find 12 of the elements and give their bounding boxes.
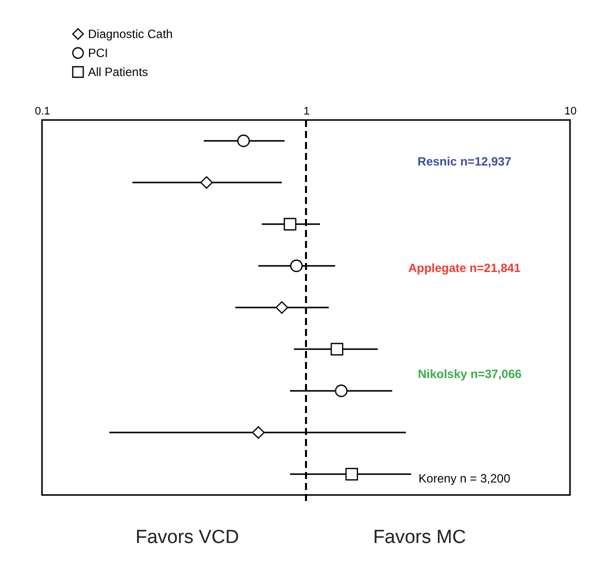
annotation: Applegate n=21,841 [408,260,521,275]
annotation: Nikolsky n=37,066 [418,367,522,382]
legend-label: Diagnostic Cath [88,27,173,41]
text: Favors VCD [135,527,239,548]
legend-label: All Patients [88,65,148,79]
text: Favors MC [373,527,466,548]
annotation: Koreny n = 3,200 [418,471,511,486]
x-tick-label: 0.1 [34,106,50,118]
annotation: Resnic n=12,937 [418,154,512,169]
legend-label: PCI [88,46,108,60]
x-tick-label: 10 [564,106,577,118]
x-tick-label: 1 [303,106,310,118]
